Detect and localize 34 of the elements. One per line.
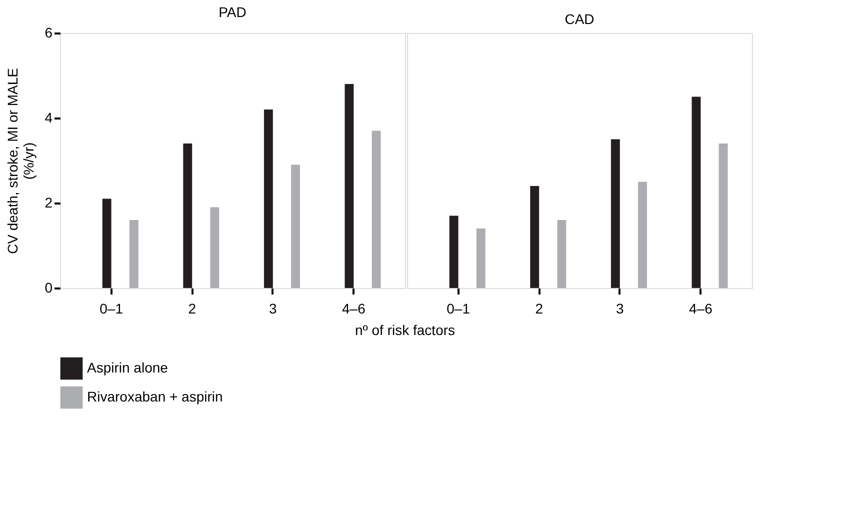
bar <box>449 216 458 288</box>
bar <box>210 207 220 288</box>
legend-label: Rivaroxaban + aspirin <box>87 388 223 404</box>
legend-label: Aspirin alone <box>87 360 168 376</box>
bar <box>638 182 647 288</box>
y-tick-label: 2 <box>44 194 53 210</box>
bar <box>610 139 620 288</box>
bar <box>129 220 138 288</box>
bar <box>344 84 354 288</box>
chart-title: PAD <box>218 4 246 20</box>
chart-title: CAD <box>564 11 594 27</box>
x-tick-label: 3 <box>616 300 624 316</box>
bar <box>183 144 192 288</box>
x-tick-label: 0–1 <box>446 300 470 316</box>
bar <box>718 144 728 288</box>
y-tick-label: 4 <box>44 110 53 126</box>
x-axis-title: nº of risk factors <box>354 322 456 338</box>
x-tick-label: 3 <box>269 300 277 316</box>
y-tick-label: 6 <box>44 24 53 40</box>
bar <box>102 198 112 288</box>
y-axis-title: CV death, stroke, MI or MALE (%/yr) <box>4 68 37 254</box>
bar <box>557 220 566 288</box>
bar <box>692 96 701 288</box>
bar <box>291 164 300 288</box>
x-tick-label: 2 <box>535 300 544 316</box>
bar <box>264 110 273 288</box>
bar <box>530 186 540 288</box>
x-tick-label: 4–6 <box>689 300 713 316</box>
x-tick-label: 2 <box>188 300 196 316</box>
x-tick-label: 4–6 <box>342 300 366 316</box>
bar <box>372 130 381 288</box>
bar <box>476 228 486 288</box>
x-tick-label: 0–1 <box>100 300 124 316</box>
y-tick-label: 0 <box>44 280 53 296</box>
